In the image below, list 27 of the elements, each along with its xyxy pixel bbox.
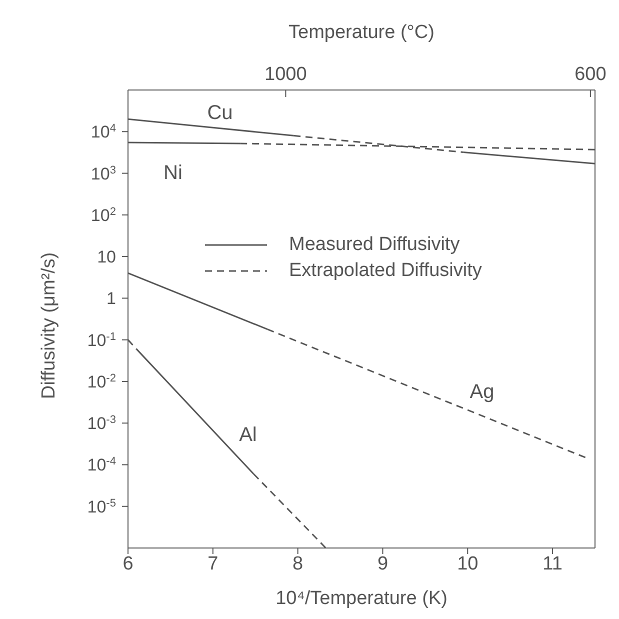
x-tick-label: 7 [208,553,218,574]
y-tick-label: 1 [106,289,116,308]
legend-label: Extrapolated Diffusivity [289,260,482,282]
y-tick-label: 10$^{3}$ [90,164,116,184]
y-axis-title: Diffusivity (μm²/s) [38,252,60,399]
annotation: Ni [164,162,182,184]
x-tick-label: 8 [292,553,304,574]
y-tick-label: 10$^{4}$ [90,122,116,142]
y-tick-label: 10$^{-2}$ [87,372,116,392]
x-axis-title: 10⁴/Temperature (K) [276,588,448,609]
annotation: Ag [470,381,494,403]
x-tick-label: 6 [122,553,134,574]
annotation: Al [239,424,257,446]
x-tick-label: 9 [377,553,388,574]
x-tick-label: 10 [457,553,478,574]
y-tick-label: 10$^{2}$ [90,206,116,225]
y-tick-label: 10$^{-4}$ [87,456,116,475]
y-tick-label: 10$^{-3}$ [87,414,116,434]
y-tick-label: 10 [97,248,116,267]
y-tick-label: 10$^{-1}$ [87,330,116,350]
x2-tick-label: 600 [574,64,606,85]
x2-axis-title: Temperature (°C) [288,22,434,43]
annotation: Cu [207,102,233,124]
x-tick-label: 11 [542,553,562,574]
y-tick-label: 10$^{-5}$ [87,497,116,516]
x2-tick-label: 1000 [264,64,307,85]
legend-label: Measured Diffusivity [289,234,460,256]
